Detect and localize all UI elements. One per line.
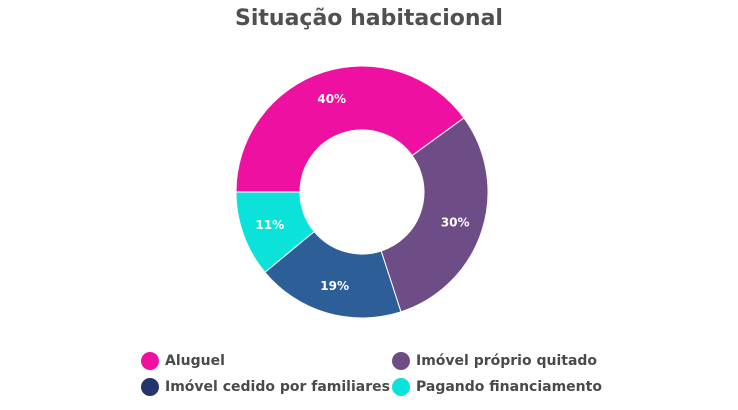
legend-item-pagando-financiamento[interactable]: Pagando financiamento <box>392 378 602 396</box>
legend-swatch <box>141 378 159 396</box>
legend-label: Pagando financiamento <box>416 379 602 395</box>
legend-item-aluguel[interactable]: Aluguel <box>141 352 225 370</box>
slice-data-label: 19% <box>320 279 349 293</box>
legend-label: Aluguel <box>165 353 225 369</box>
legend-item-imovel-proprio-quitado[interactable]: Imóvel próprio quitado <box>392 352 597 370</box>
donut-slice-pagando-financiamento[interactable] <box>235 191 315 274</box>
legend-item-imovel-cedido-por-familiares[interactable]: Imóvel cedido por familiares <box>141 378 390 396</box>
donut-slice-im-vel-pr-prio-quitado[interactable] <box>380 117 489 313</box>
slice-data-label: 40% <box>317 92 346 106</box>
legend-label: Imóvel próprio quitado <box>416 353 598 369</box>
chart-title: Situação habitacional <box>235 6 503 31</box>
slice-data-label: 30% <box>441 215 470 229</box>
slice-data-label: 11% <box>255 218 284 232</box>
legend-swatch <box>141 352 159 370</box>
legend-swatch <box>392 352 410 370</box>
donut-slice-aluguel[interactable] <box>235 65 465 193</box>
legend-label: Imóvel cedido por familiares <box>165 379 390 395</box>
legend-swatch <box>392 378 410 396</box>
donut-slice-im-vel-cedido-por-familiares[interactable] <box>264 230 402 319</box>
